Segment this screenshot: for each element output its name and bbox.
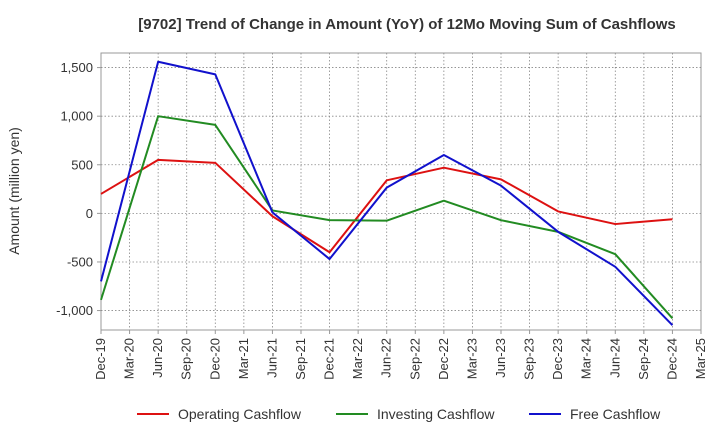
legend-label-3: Free Cashflow [570, 406, 661, 422]
gridlines [101, 53, 701, 330]
x-tick-label: Dec-22 [436, 338, 451, 380]
y-tick-label: -500 [67, 254, 93, 269]
x-tick-label: Jun-24 [607, 338, 622, 378]
x-tick-label: Dec-23 [550, 338, 565, 380]
y-tick-label: 500 [71, 157, 93, 172]
x-tick-label: Dec-19 [93, 338, 108, 380]
x-tick-label: Mar-24 [579, 338, 594, 379]
y-tick-label: 0 [86, 206, 93, 221]
x-tick-label: Mar-23 [464, 338, 479, 379]
series-line-1 [100, 158, 673, 254]
y-tick-label: 1,500 [60, 60, 93, 75]
series-line-2 [100, 115, 674, 320]
x-tick-label: Mar-25 [693, 338, 708, 379]
legend: Operating Cashflow Investing Cashflow Free… [137, 406, 661, 422]
x-tick-label: Sep-22 [407, 338, 422, 380]
x-tick-label: Mar-22 [350, 338, 365, 379]
legend-label-1: Operating Cashflow [178, 406, 302, 422]
chart-title: [9702] Trend of Change in Amount (YoY) o… [138, 16, 676, 33]
y-axis-label: Amount (million yen) [6, 127, 22, 255]
plot-area [100, 52, 702, 331]
x-axis-ticks: Dec-19 Mar-20 Jun-20 Sep-20 Dec-20 Mar-21 Jun-… [93, 330, 708, 380]
x-tick-label: Sep-23 [522, 338, 537, 380]
legend-label-2: Investing Cashflow [377, 406, 495, 422]
y-tick-label: 1,000 [60, 109, 93, 124]
x-tick-label: Dec-24 [664, 338, 679, 380]
x-tick-label: Mar-21 [236, 338, 251, 379]
y-axis-ticks: -1,000 -500 0 500 1,000 1,500 [56, 60, 101, 318]
x-tick-label: Jun-21 [264, 338, 279, 378]
x-tick-label: Sep-21 [293, 338, 308, 380]
x-tick-label: Dec-20 [207, 338, 222, 380]
series-lines [100, 60, 674, 326]
x-tick-label: Jun-22 [379, 338, 394, 378]
series-line-3 [100, 60, 674, 326]
x-tick-label: Jun-20 [150, 338, 165, 378]
x-tick-label: Jun-23 [493, 338, 508, 378]
y-tick-label: -1,000 [56, 303, 93, 318]
x-tick-label: Mar-20 [122, 338, 137, 379]
x-tick-label: Sep-24 [636, 338, 651, 380]
x-tick-label: Dec-21 [322, 338, 337, 380]
x-tick-label: Sep-20 [179, 338, 194, 380]
